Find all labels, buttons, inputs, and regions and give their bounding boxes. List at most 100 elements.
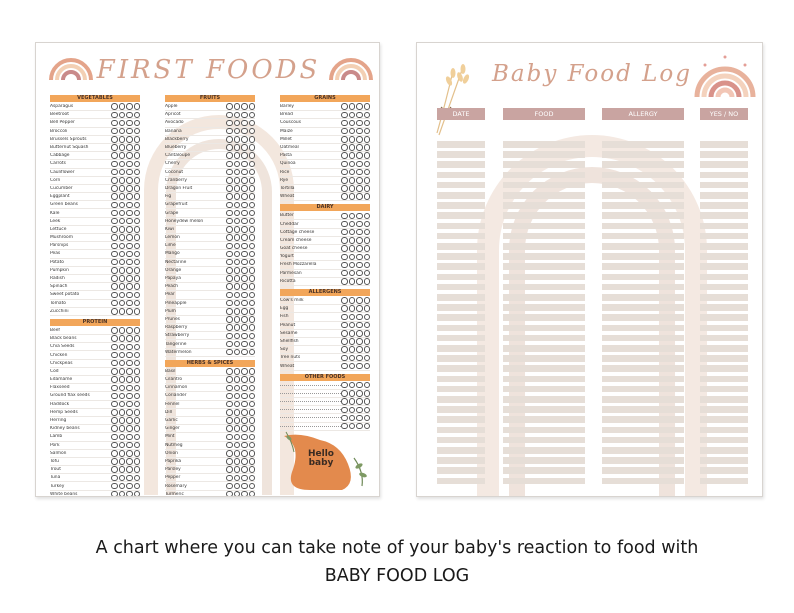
- tick-circle[interactable]: [133, 160, 140, 168]
- allergy-cell[interactable]: [602, 232, 684, 240]
- tick-circle[interactable]: [356, 185, 363, 192]
- allergy-cell[interactable]: [602, 447, 684, 454]
- date-cell[interactable]: [437, 304, 485, 311]
- tick-circle[interactable]: [248, 466, 255, 473]
- tick-circle[interactable]: [356, 228, 363, 236]
- yes-no-cell[interactable]: [700, 283, 748, 291]
- tick-circle[interactable]: [241, 316, 248, 323]
- date-cell[interactable]: [437, 355, 485, 362]
- tick-circle[interactable]: [126, 267, 133, 274]
- date-cell[interactable]: [437, 365, 485, 372]
- tick-circle[interactable]: [226, 275, 233, 282]
- tick-circle[interactable]: [226, 392, 233, 400]
- tick-circle[interactable]: [111, 368, 118, 375]
- allergy-cell[interactable]: [602, 283, 684, 291]
- tick-circle[interactable]: [241, 127, 248, 135]
- tick-circle[interactable]: [126, 144, 133, 151]
- yes-no-cell[interactable]: [700, 334, 748, 342]
- tick-circle[interactable]: [118, 258, 125, 266]
- allergy-cell[interactable]: [602, 253, 684, 260]
- date-cell[interactable]: [437, 467, 485, 474]
- allergy-cell[interactable]: [602, 365, 684, 372]
- tick-circle[interactable]: [233, 332, 240, 340]
- tick-circle[interactable]: [248, 400, 255, 408]
- tick-circle[interactable]: [111, 409, 118, 416]
- tick-circle[interactable]: [118, 242, 125, 250]
- tick-circle[interactable]: [118, 466, 125, 473]
- allergy-cell[interactable]: [602, 426, 684, 434]
- tick-circle[interactable]: [126, 119, 133, 127]
- tick-circle[interactable]: [363, 103, 370, 110]
- tick-circle[interactable]: [126, 127, 133, 135]
- allergy-cell[interactable]: [602, 273, 684, 281]
- tick-circle[interactable]: [241, 201, 248, 209]
- food-cell[interactable]: [503, 447, 585, 454]
- tick-circle[interactable]: [241, 458, 248, 465]
- tick-circle[interactable]: [233, 209, 240, 217]
- tick-circle[interactable]: [341, 237, 348, 244]
- tick-circle[interactable]: [111, 103, 118, 110]
- tick-circle[interactable]: [226, 234, 233, 241]
- tick-circle[interactable]: [118, 217, 125, 225]
- tick-circle[interactable]: [226, 376, 233, 383]
- tick-circle[interactable]: [118, 450, 125, 457]
- tick-circle[interactable]: [341, 390, 348, 397]
- tick-circle[interactable]: [226, 291, 233, 299]
- tick-circle[interactable]: [111, 466, 118, 473]
- tick-circle[interactable]: [348, 381, 355, 389]
- tick-circle[interactable]: [241, 168, 248, 176]
- tick-circle[interactable]: [356, 398, 363, 405]
- tick-circle[interactable]: [233, 433, 240, 441]
- tick-circle[interactable]: [118, 409, 125, 416]
- tick-circle[interactable]: [226, 417, 233, 424]
- tick-circle[interactable]: [118, 275, 125, 282]
- tick-circle[interactable]: [248, 242, 255, 250]
- tick-circle[interactable]: [341, 152, 348, 159]
- tick-circle[interactable]: [356, 406, 363, 414]
- yes-no-cell[interactable]: [700, 385, 748, 393]
- tick-circle[interactable]: [233, 217, 240, 225]
- tick-circle[interactable]: [348, 111, 355, 119]
- tick-circle[interactable]: [133, 201, 140, 209]
- tick-circle[interactable]: [226, 384, 233, 392]
- tick-circle[interactable]: [111, 119, 118, 127]
- tick-circle[interactable]: [248, 160, 255, 168]
- tick-circle[interactable]: [363, 136, 370, 143]
- tick-circle[interactable]: [133, 119, 140, 127]
- tick-circle[interactable]: [126, 111, 133, 119]
- allergy-cell[interactable]: [602, 243, 684, 250]
- tick-circle[interactable]: [233, 127, 240, 135]
- tick-circle[interactable]: [233, 283, 240, 290]
- tick-circle[interactable]: [341, 354, 348, 362]
- allergy-cell[interactable]: [602, 141, 684, 148]
- tick-circle[interactable]: [126, 291, 133, 299]
- tick-circle[interactable]: [233, 316, 240, 323]
- food-cell[interactable]: [503, 232, 585, 240]
- allergy-cell[interactable]: [602, 212, 684, 219]
- tick-circle[interactable]: [133, 335, 140, 342]
- tick-circle[interactable]: [248, 458, 255, 465]
- food-cell[interactable]: [503, 192, 585, 199]
- tick-circle[interactable]: [111, 376, 118, 383]
- tick-circle[interactable]: [341, 253, 348, 261]
- tick-circle[interactable]: [248, 299, 255, 307]
- tick-circle[interactable]: [111, 458, 118, 465]
- food-cell[interactable]: [503, 212, 585, 219]
- tick-circle[interactable]: [341, 269, 348, 277]
- tick-circle[interactable]: [241, 384, 248, 392]
- tick-circle[interactable]: [126, 177, 133, 184]
- tick-circle[interactable]: [126, 327, 133, 334]
- tick-circle[interactable]: [126, 299, 133, 307]
- food-cell[interactable]: [503, 222, 585, 230]
- tick-circle[interactable]: [363, 398, 370, 405]
- tick-circle[interactable]: [111, 425, 118, 432]
- tick-circle[interactable]: [248, 111, 255, 119]
- allergy-cell[interactable]: [602, 477, 684, 485]
- tick-circle[interactable]: [233, 368, 240, 375]
- tick-circle[interactable]: [233, 144, 240, 151]
- tick-circle[interactable]: [118, 144, 125, 151]
- tick-circle[interactable]: [126, 217, 133, 225]
- tick-circle[interactable]: [133, 168, 140, 176]
- yes-no-cell[interactable]: [700, 406, 748, 413]
- yes-no-cell[interactable]: [700, 161, 748, 168]
